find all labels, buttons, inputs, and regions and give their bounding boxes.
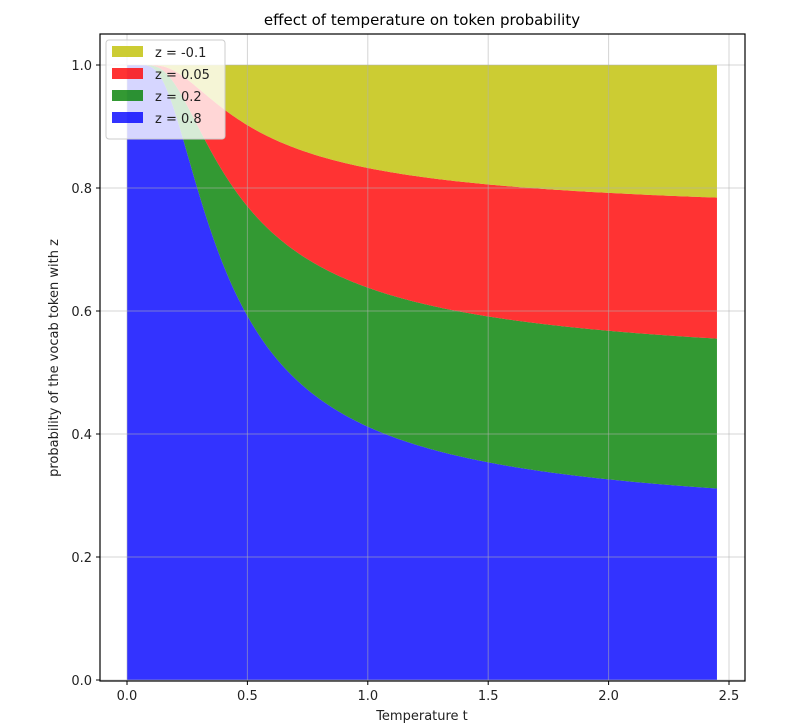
legend-label: z = 0.2 [155,90,202,105]
area-z-0.1 [127,65,717,198]
legend-label: z = -0.1 [155,46,206,61]
plot-frame [99,33,746,682]
x-tick-label: 2.5 [719,689,740,704]
legend-label: z = 0.05 [155,68,210,83]
y-tick-label: 0.2 [71,551,92,566]
legend-swatch [112,90,143,101]
area-z0.05 [127,65,717,339]
y-axis-label: probability of the vocab token with z [47,239,62,477]
x-axis-ticks: 0.0 0.5 1.0 1.5 2.0 2.5 [117,681,740,704]
y-tick-label: 1.0 [71,59,92,74]
x-tick-label: 1.5 [478,689,499,704]
y-tick-label: 0.6 [71,305,92,320]
legend-swatch [112,112,143,123]
x-tick-label: 0.5 [237,689,258,704]
legend-label: z = 0.8 [155,112,202,127]
x-tick-label: 0.0 [117,689,138,704]
legend: z = -0.1 z = 0.05 z = 0.2 z = 0.8 [105,39,226,140]
y-axis-ticks: 0.0 0.2 0.4 0.6 0.8 1.0 [71,59,100,689]
x-axis-label: Temperature t [375,709,468,724]
grid-lines [100,34,745,681]
chart-title: effect of temperature on token probabili… [264,11,580,29]
y-tick-label: 0.0 [71,674,92,689]
y-tick-label: 0.4 [71,428,92,443]
y-tick-label: 0.8 [71,182,92,197]
x-tick-label: 2.0 [598,689,619,704]
area-z0.8 [127,65,717,680]
x-tick-label: 1.0 [357,689,378,704]
legend-swatch [112,46,143,57]
stacked-areas [127,65,717,680]
area-z0.2 [127,65,717,489]
legend-swatch [112,68,143,79]
